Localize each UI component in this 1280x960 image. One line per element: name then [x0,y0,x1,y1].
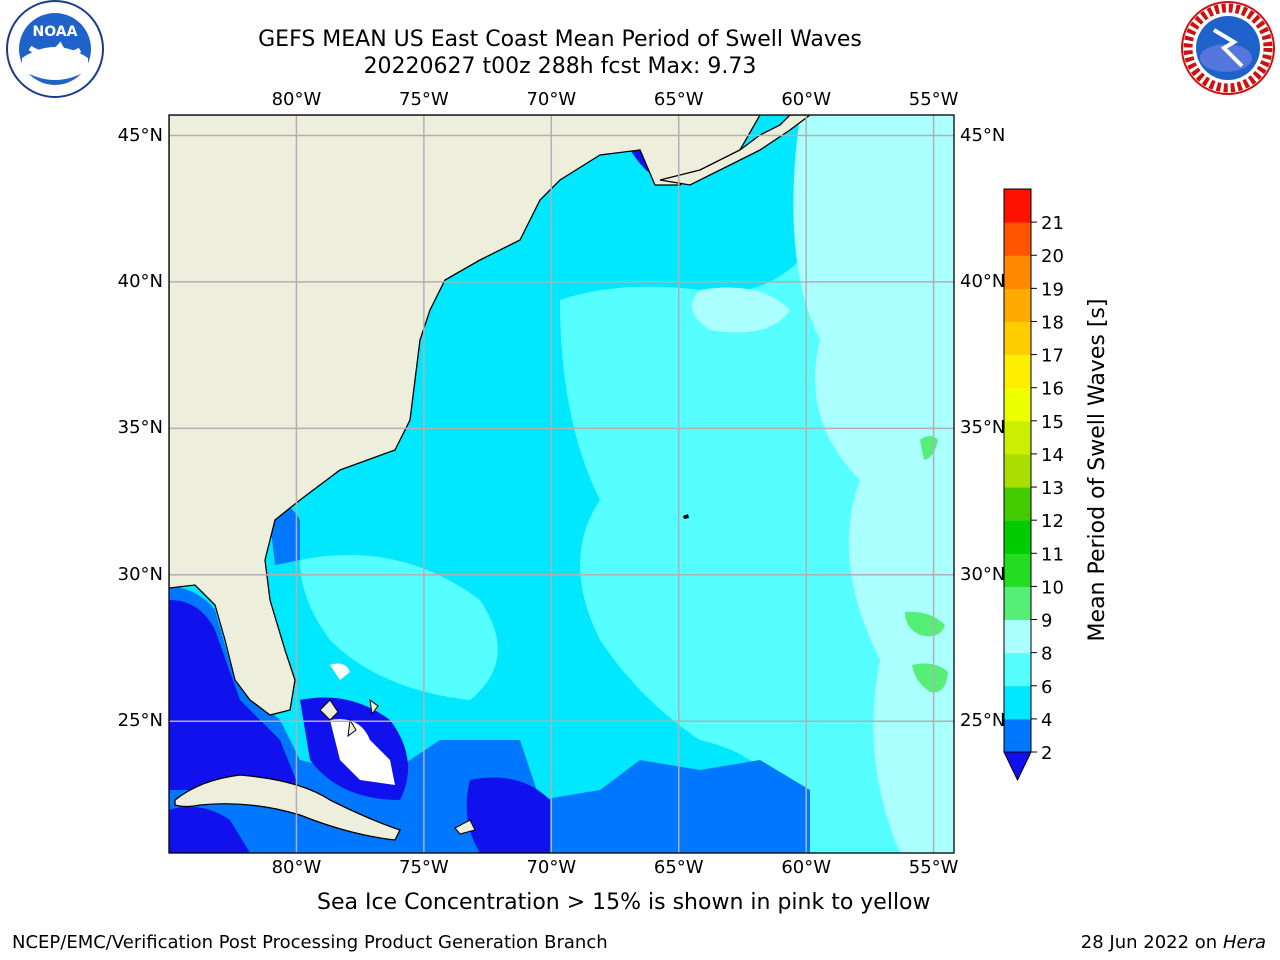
lat-tick-label-left: 30°N [117,563,163,585]
map-frame [168,114,955,854]
colorbar-tick-label: 20 [1041,246,1064,267]
colorbar-label: Mean Period of Swell Waves [s] [1085,298,1110,642]
land-bahamas [319,698,379,738]
colorbar-tick-label: 2 [1041,743,1052,764]
lon-tick-label-top: 70°W [526,89,577,110]
lat-tick-label-right: 40°N [960,270,1006,292]
lon-tick-label-top: 65°W [653,89,704,110]
colorbar-segment [1004,189,1031,223]
chart-subtitle: 20220627 t00z 288h fcst Max: 9.73 [363,54,757,79]
colorbar-segment [1004,553,1031,587]
footer-host: Hera [1222,932,1266,953]
land-hispaniola-edge [454,819,476,835]
lat-tick-label-left: 45°N [117,124,163,146]
colorbar-tick-label: 21 [1041,213,1064,234]
map-field [169,115,954,853]
land-bermuda [683,514,689,519]
colorbar-segment [1004,387,1031,422]
colorbar-segment [1004,487,1031,521]
chart-title: GEFS MEAN US East Coast Mean Period of S… [258,27,862,52]
noaa-logo-text: NOAA [33,24,78,40]
colorbar-segment [1004,520,1031,554]
lat-tick-label-right: 45°N [960,124,1006,146]
lat-tick-label-left: 35°N [117,417,163,439]
lon-tick-label-top: 55°W [908,89,959,110]
lon-tick-label-top: 60°W [781,89,832,110]
colorbar-tick-label: 17 [1041,346,1064,367]
footer-credit: NCEP/EMC/Verification Post Processing Pr… [12,932,608,953]
ocean-field-8-9 [692,287,790,333]
colorbar-segment [1004,420,1031,455]
lat-tick-label-right: 35°N [960,417,1006,439]
no-data-shoal [330,719,395,785]
colorbar-segment [1004,354,1031,389]
colorbar-segment [1004,255,1031,289]
lon-tick-label-bottom: 55°W [908,857,959,878]
sea-ice-note: Sea Ice Concentration > 15% is shown in … [317,890,931,915]
ocean-field-9-10 [905,611,945,637]
colorbar-segment [1004,586,1031,621]
lon-tick-label-top: 80°W [271,89,322,110]
colorbar-tick-label: 16 [1041,379,1064,400]
colorbar-tick-label: 4 [1041,710,1052,731]
lon-tick-label-bottom: 70°W [526,857,577,878]
colorbar-segment [1004,288,1031,322]
footer-date-text: 28 Jun 2022 on [1080,932,1218,953]
colorbar-segment [1004,321,1031,356]
lon-tick-label-bottom: 80°W [271,857,322,878]
lon-tick-label-top: 75°W [399,89,449,110]
lon-tick-label-bottom: 60°W [781,857,832,878]
lat-tick-label-left: 25°N [117,710,163,732]
colorbar-tick-label: 19 [1041,279,1064,300]
colorbar-tick-label: 14 [1041,445,1064,466]
land-north-america [169,115,761,716]
colorbar-segment [1004,222,1031,256]
graticule [169,115,954,853]
noaa-logo: NOAA [6,0,104,98]
colorbar-tick-label: 15 [1041,412,1064,433]
colorbar-tick-label: 6 [1041,677,1052,698]
colorbar-segment [1004,718,1031,753]
ocean-field-below-2 [466,777,550,853]
colorbar-tick-label: 8 [1041,644,1052,665]
ocean-field-below-2 [169,806,250,853]
lat-tick-label-right: 25°N [960,710,1006,732]
colorbar-segment [1004,685,1031,720]
colorbar-segment [1004,652,1031,687]
footer-date: 28 Jun 2022 on Hera [1081,932,1266,953]
lon-tick-label-bottom: 65°W [653,857,704,878]
colorbar-tick-label: 13 [1041,478,1064,499]
colorbar-tick-label: 18 [1041,312,1064,333]
land-cuba [174,774,401,841]
land-nova-scotia [659,115,812,186]
colorbar-frame [1003,188,1032,753]
colorbar-tick-label: 12 [1041,511,1064,532]
no-data-shoal [330,663,350,680]
colorbar-tick-label: 10 [1041,577,1064,598]
lat-tick-label-left: 40°N [117,270,163,292]
ocean-field-9-10 [912,663,948,693]
ocean-field-6-8 [300,555,498,700]
ocean-field-2-4 [169,585,810,853]
colorbar-segment [1004,619,1031,654]
nws-logo [1181,1,1275,95]
colorbar-tick-label: 11 [1041,544,1064,565]
colorbar-segment [1004,453,1031,488]
colorbar-tick-label: 9 [1041,611,1052,632]
lat-tick-label-right: 30°N [960,563,1006,585]
ocean-field-below-2 [169,600,300,790]
lon-tick-label-bottom: 75°W [399,857,449,878]
colorbar-under-extension [1003,751,1032,782]
